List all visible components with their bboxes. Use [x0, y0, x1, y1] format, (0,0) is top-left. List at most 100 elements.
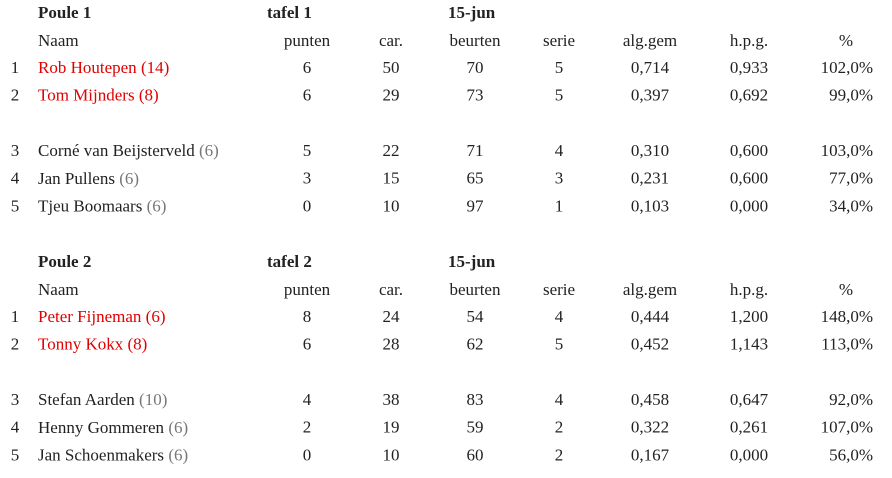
rank: 5 [11, 196, 20, 215]
cell-value: 148,0% [821, 307, 873, 326]
cell-value: 6 [303, 335, 312, 354]
cell-value: 65 [467, 169, 484, 188]
cell-value: 60 [467, 445, 484, 464]
player-name-text: Jan Pullens [38, 169, 115, 188]
player-name: Tjeu Boomaars (6) [38, 196, 166, 215]
cell-value: 28 [383, 335, 400, 354]
cell-value: 0 [303, 196, 312, 215]
cell-value: 22 [383, 141, 400, 160]
cell-value: 10 [383, 196, 400, 215]
cell-value: 10 [383, 445, 400, 464]
cell-value: 29 [383, 86, 400, 105]
cell-value: 2 [555, 418, 564, 437]
poule-title: Poule 1 [38, 3, 91, 22]
cell-value: 15 [383, 169, 400, 188]
date-label: 15-jun [448, 252, 496, 271]
table-label: tafel 1 [267, 3, 312, 22]
rank: 5 [11, 445, 20, 464]
player-handicap: (10) [139, 390, 167, 409]
cell-value: 59 [467, 418, 484, 437]
column-header: punten [284, 280, 331, 299]
rank: 1 [11, 307, 20, 326]
cell-value: 73 [467, 86, 484, 105]
date-label: 15-jun [448, 3, 496, 22]
cell-value: 5 [555, 58, 564, 77]
cell-value: 2 [303, 418, 312, 437]
cell-value: 0,261 [730, 418, 768, 437]
cell-value: 3 [555, 169, 564, 188]
cell-value: 50 [383, 58, 400, 77]
table-label: tafel 2 [267, 252, 312, 271]
player-name: Jan Pullens (6) [38, 169, 139, 188]
player-name: Tonny Kokx (8) [38, 335, 147, 354]
cell-value: 77,0% [829, 169, 873, 188]
cell-value: 1,200 [730, 307, 768, 326]
cell-value: 4 [555, 390, 564, 409]
player-name-text: Jan Schoenmakers [38, 445, 164, 464]
player-name: Rob Houtepen (14) [38, 58, 169, 77]
column-header: alg.gem [623, 31, 677, 50]
cell-value: 102,0% [821, 58, 873, 77]
column-header: Naam [38, 280, 79, 299]
column-header: h.p.g. [730, 280, 768, 299]
player-handicap: (6) [146, 307, 166, 326]
column-header: punten [284, 31, 331, 50]
cell-value: 0,600 [730, 169, 768, 188]
cell-value: 5 [555, 86, 564, 105]
cell-value: 0,231 [631, 169, 669, 188]
cell-value: 1,143 [730, 335, 768, 354]
player-handicap: (6) [168, 445, 188, 464]
cell-value: 92,0% [829, 390, 873, 409]
player-name: Tom Mijnders (8) [38, 86, 159, 105]
cell-value: 103,0% [821, 141, 873, 160]
poule-title: Poule 2 [38, 252, 91, 271]
cell-value: 0,692 [730, 86, 768, 105]
player-name: Henny Gommeren (6) [38, 418, 188, 437]
cell-value: 99,0% [829, 86, 873, 105]
rank: 4 [11, 169, 20, 188]
cell-value: 0,167 [631, 445, 670, 464]
column-header: serie [543, 280, 575, 299]
cell-value: 107,0% [821, 418, 873, 437]
rank: 3 [11, 390, 20, 409]
cell-value: 34,0% [829, 196, 873, 215]
column-header: % [839, 31, 853, 50]
column-header: alg.gem [623, 280, 677, 299]
cell-value: 0,444 [631, 307, 670, 326]
cell-value: 5 [303, 141, 312, 160]
rank: 4 [11, 418, 20, 437]
player-handicap: (6) [119, 169, 139, 188]
cell-value: 0,103 [631, 196, 669, 215]
player-name-text: Corné van Beijsterveld [38, 141, 195, 160]
cell-value: 0,397 [631, 86, 670, 105]
player-handicap: (6) [199, 141, 219, 160]
player-name: Jan Schoenmakers (6) [38, 445, 188, 464]
cell-value: 6 [303, 86, 312, 105]
player-name: Peter Fijneman (6) [38, 307, 165, 326]
rank: 2 [11, 335, 20, 354]
cell-value: 19 [383, 418, 400, 437]
cell-value: 0,600 [730, 141, 768, 160]
cell-value: 70 [467, 58, 484, 77]
cell-value: 0,458 [631, 390, 669, 409]
player-handicap: (8) [139, 86, 159, 105]
column-header: beurten [450, 31, 501, 50]
player-name: Corné van Beijsterveld (6) [38, 141, 219, 160]
cell-value: 2 [555, 445, 564, 464]
cell-value: 38 [383, 390, 400, 409]
column-header: % [839, 280, 853, 299]
cell-value: 0,647 [730, 390, 769, 409]
player-handicap: (8) [127, 335, 147, 354]
player-name-text: Tjeu Boomaars [38, 196, 142, 215]
cell-value: 54 [467, 307, 485, 326]
column-header: Naam [38, 31, 79, 50]
cell-value: 0,714 [631, 58, 670, 77]
cell-value: 4 [303, 390, 312, 409]
rank: 1 [11, 58, 20, 77]
cell-value: 83 [467, 390, 484, 409]
rank: 3 [11, 141, 20, 160]
cell-value: 0,452 [631, 335, 669, 354]
cell-value: 97 [467, 196, 485, 215]
player-handicap: (6) [147, 196, 167, 215]
